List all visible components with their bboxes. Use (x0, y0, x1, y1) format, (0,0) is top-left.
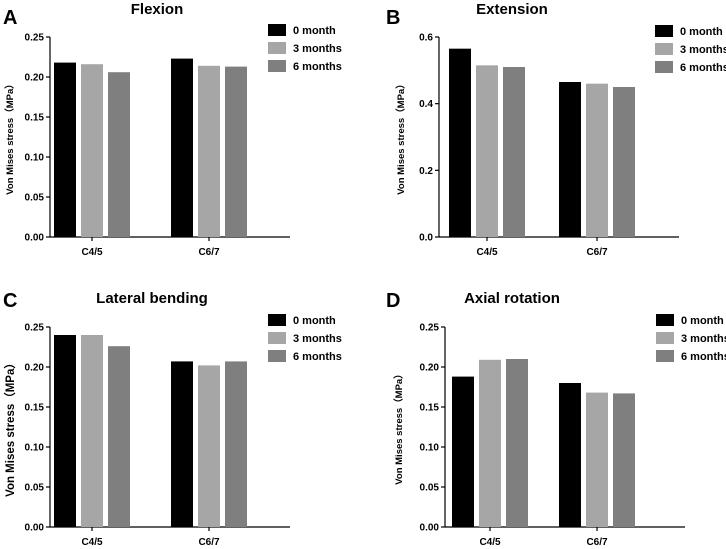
bar-6-months-C4-5 (506, 359, 528, 527)
chart-panel-a: A Flexion 0.00 0.05 0.10 0.15 0.20 0.25 C4/5 C6/7… (3, 1, 342, 258)
legend-label: 3 months (293, 43, 342, 55)
bar-0-month-C6-7 (171, 361, 193, 527)
bar-3-months-C6-7 (198, 365, 220, 527)
legend-swatch (268, 314, 286, 326)
x-tick-label: C4/5 (479, 537, 501, 548)
legend-label: 6 months (681, 351, 726, 363)
y-tick-label: 0.20 (25, 73, 45, 84)
y-tick-label: 0.00 (25, 523, 45, 534)
chart-title: Axial rotation (464, 290, 560, 307)
x-tick-label: C6/7 (586, 247, 608, 258)
bar-0-month-C4-5 (54, 335, 76, 527)
y-tick-label: 0.05 (25, 483, 45, 494)
y-tick-label: 0.0 (419, 233, 433, 244)
bar-3-months-C4-5 (479, 359, 501, 527)
x-tick-label: C6/7 (586, 537, 608, 548)
bar-6-months-C6-7 (225, 361, 247, 527)
legend-swatch (268, 332, 286, 344)
bar-6-months-C6-7 (613, 87, 635, 237)
legend-swatch (655, 61, 673, 73)
x-tick-label: C6/7 (198, 537, 220, 548)
bar-3-months-C6-7 (198, 65, 220, 237)
legend-swatch (656, 350, 674, 362)
chart-title: Extension (476, 1, 548, 18)
y-tick-label: 0.2 (419, 166, 433, 177)
legend-label: 3 months (680, 44, 726, 56)
y-tick-label: 0.25 (420, 323, 440, 334)
y-tick-label: 0.10 (25, 153, 45, 164)
y-axis-label: Von Mises stress（MPa） (395, 79, 407, 194)
x-tick-label: C4/5 (81, 537, 103, 548)
bar-6-months-C4-5 (503, 67, 525, 237)
legend-label: 0 month (680, 26, 723, 38)
legend-swatch (268, 350, 286, 362)
bar-6-months-C4-5 (108, 72, 130, 237)
y-tick-label: 0.15 (25, 403, 45, 414)
bar-0-month-C4-5 (449, 48, 471, 237)
y-tick-label: 0.4 (419, 99, 433, 110)
legend-swatch (268, 42, 286, 54)
legend-label: 6 months (293, 61, 342, 73)
panel-letter: D (386, 290, 400, 312)
chart-title: Flexion (131, 1, 184, 18)
legend-swatch (656, 314, 674, 326)
y-tick-label: 0.15 (420, 403, 440, 414)
y-tick-label: 0.00 (25, 233, 45, 244)
chart-panel-d: D Axial rotation 0.00 0.05 0.10 0.15 0.20 0.25 C… (386, 290, 726, 548)
bar-0-month-C4-5 (54, 62, 76, 237)
panel-letter: A (3, 7, 17, 29)
legend-label: 0 month (681, 315, 724, 327)
y-tick-label: 0.05 (420, 483, 440, 494)
bar-3-months-C6-7 (586, 83, 608, 238)
legend-label: 6 months (293, 351, 342, 363)
bar-0-month-C4-5 (452, 376, 474, 527)
chart-panel-b: B Extension 0.0 0.2 0.4 0.6 C4/5 C6/7 Von Mises … (386, 1, 726, 258)
bar-3-months-C4-5 (81, 64, 103, 237)
y-axis-label: Von Mises stress（MPa） (393, 369, 405, 484)
bar-3-months-C4-5 (476, 65, 498, 237)
legend-label: 3 months (681, 333, 726, 345)
chart-panel-c: C Lateral bending 0.00 0.05 0.10 0.15 0.20 0.25… (3, 290, 342, 548)
legend-label: 0 month (293, 315, 336, 327)
y-axis-label: Von Mises stress（MPa） (3, 357, 17, 497)
bar-3-months-C4-5 (81, 335, 103, 527)
y-tick-label: 0.20 (25, 363, 45, 374)
panel-letter: B (386, 7, 400, 29)
bar-0-month-C6-7 (559, 383, 581, 527)
legend-swatch (268, 24, 286, 36)
bar-6-months-C6-7 (613, 393, 635, 527)
legend-swatch (655, 25, 673, 37)
y-tick-label: 0.25 (25, 323, 45, 334)
bar-6-months-C6-7 (225, 66, 247, 237)
y-tick-label: 0.6 (419, 33, 433, 44)
y-tick-label: 0.05 (25, 193, 45, 204)
y-tick-label: 0.00 (420, 523, 440, 534)
legend-swatch (268, 60, 286, 72)
legend-swatch (656, 332, 674, 344)
legend-swatch (655, 43, 673, 55)
y-tick-label: 0.10 (420, 443, 440, 454)
x-tick-label: C4/5 (81, 247, 103, 258)
legend-label: 3 months (293, 333, 342, 345)
y-tick-label: 0.15 (25, 113, 45, 124)
y-axis-label: Von Mises stress（MPa） (4, 79, 16, 194)
bar-3-months-C6-7 (586, 392, 608, 527)
legend-label: 0 month (293, 25, 336, 37)
bar-0-month-C6-7 (171, 58, 193, 237)
chart-title: Lateral bending (96, 290, 208, 307)
bar-0-month-C6-7 (559, 82, 581, 237)
legend-label: 6 months (680, 62, 726, 74)
y-tick-label: 0.20 (420, 363, 440, 374)
panel-letter: C (3, 290, 17, 312)
x-tick-label: C6/7 (198, 247, 220, 258)
y-tick-label: 0.25 (25, 33, 45, 44)
y-tick-label: 0.10 (25, 443, 45, 454)
bar-6-months-C4-5 (108, 346, 130, 527)
x-tick-label: C4/5 (476, 247, 498, 258)
